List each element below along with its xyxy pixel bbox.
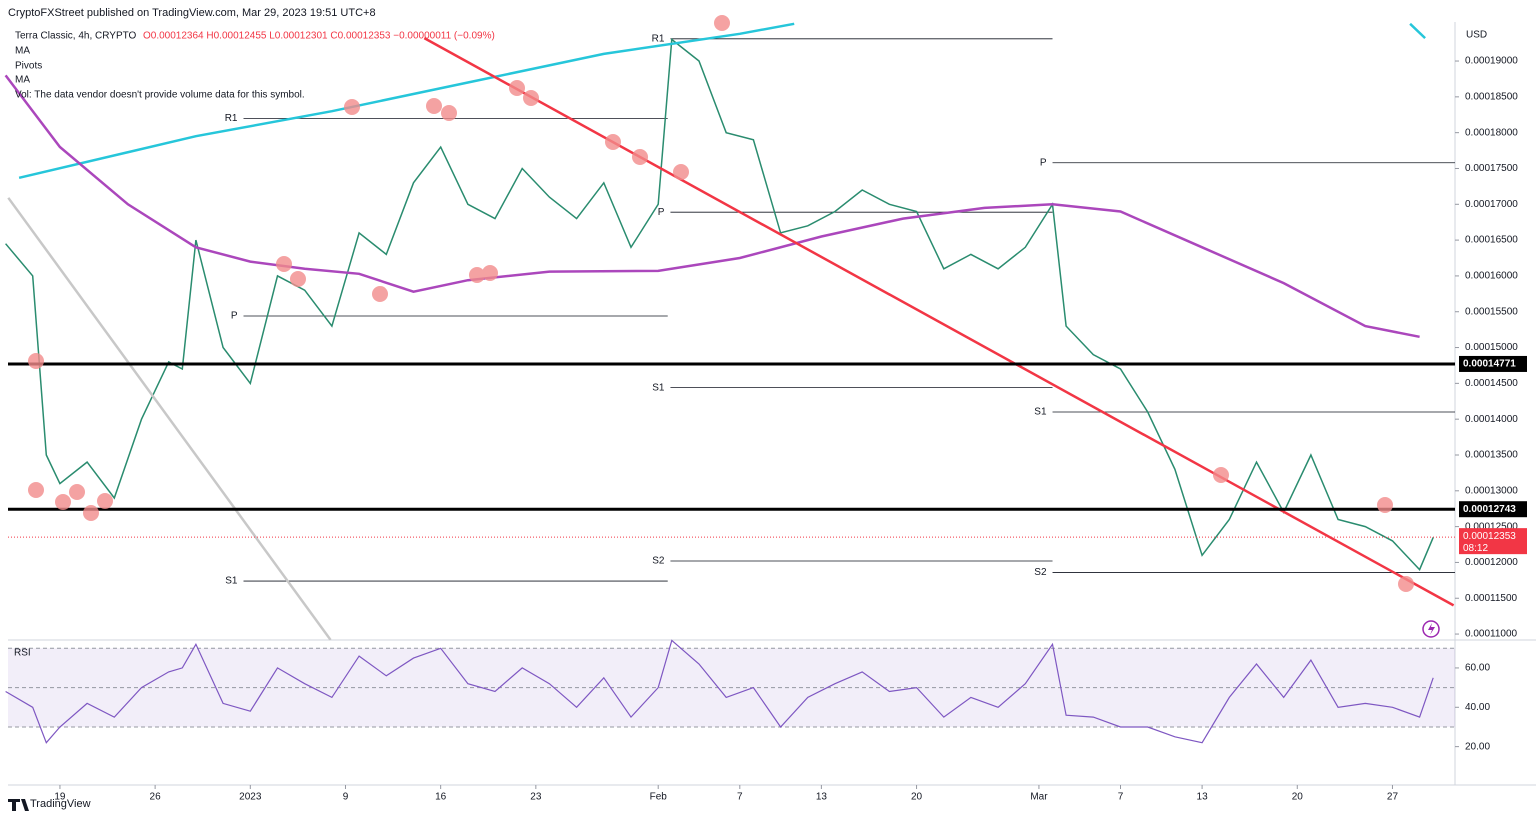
symbol-text: Terra Classic, 4h, CRYPTO [15, 31, 137, 42]
pivot-label: P [658, 207, 665, 218]
x-tick-label: 13 [1197, 792, 1209, 803]
x-tick-label: 19 [54, 792, 66, 803]
alert-icon-bolt [1428, 623, 1435, 635]
series-line [4, 74, 1420, 339]
rsi-tick-label: 40.00 [1465, 702, 1490, 713]
y-tick-label: 0.00017000 [1465, 199, 1518, 210]
y-tick-label: 0.00018000 [1465, 127, 1518, 138]
y-tick-label: 0.00014000 [1465, 414, 1518, 425]
circle [1377, 497, 1393, 513]
y-tick-label: 0.00013500 [1465, 450, 1518, 461]
y-tick-label: 0.00017500 [1465, 163, 1518, 174]
series-line [423, 37, 1455, 607]
x-tick-label: 20 [911, 792, 923, 803]
currency-label: USD [1466, 30, 1487, 41]
rsi-line [5, 639, 1434, 744]
rsi-tick-label: 60.00 [1465, 663, 1490, 674]
circle [673, 164, 689, 180]
y-tick-label: 0.00015500 [1465, 306, 1518, 317]
circle [97, 493, 113, 509]
x-tick-label: 2023 [239, 792, 262, 803]
circle [1398, 576, 1414, 592]
x-tick-label: 9 [343, 792, 349, 803]
y-tick-label: 0.00014500 [1465, 378, 1518, 389]
series-line [18, 22, 1426, 180]
y-tick-label: 0.00012000 [1465, 557, 1518, 568]
circle [28, 353, 44, 369]
y-tick-label: 0.00011500 [1465, 593, 1518, 604]
pivot-label: S1 [225, 576, 238, 587]
circle [55, 494, 71, 510]
series-line [5, 38, 1434, 571]
circle [714, 15, 730, 31]
pivot-label: S2 [1034, 567, 1047, 578]
x-tick-label: 13 [816, 792, 828, 803]
circle [605, 134, 621, 150]
x-tick-label: 27 [1387, 792, 1399, 803]
circle [509, 80, 525, 96]
circle [276, 256, 292, 272]
indicator-text: Pivots [15, 61, 42, 72]
circle [1213, 467, 1229, 483]
circle [426, 98, 442, 114]
y-tick-label: 0.00011000 [1465, 629, 1518, 640]
x-tick-label: 7 [737, 792, 743, 803]
circle [441, 105, 457, 121]
highlight-circles [28, 15, 1414, 592]
footer-text: TradingView [30, 798, 91, 810]
pivot-label: P [231, 311, 238, 322]
series-line [7, 197, 332, 641]
x-tick-label: Mar [1030, 792, 1048, 803]
circle [372, 286, 388, 302]
circle [83, 505, 99, 521]
x-tick-label: Feb [650, 792, 668, 803]
x-tick-label: 7 [1118, 792, 1124, 803]
level-label-box [1459, 501, 1527, 518]
x-tick-label: 16 [435, 792, 447, 803]
y-tick-label: 0.00015000 [1465, 342, 1518, 353]
circle [523, 90, 539, 106]
indicator-text: Vol: The data vendor doesn't provide vol… [15, 90, 305, 101]
last-price-box [1459, 528, 1527, 555]
y-tick-label: 0.00013000 [1465, 485, 1518, 496]
rsi-title: RSI [14, 648, 31, 659]
y-tick-label: 0.00012500 [1465, 521, 1518, 532]
circle [28, 482, 44, 498]
x-tick-label: 23 [530, 792, 542, 803]
circle [469, 267, 485, 283]
y-tick-label: 0.00016500 [1465, 235, 1518, 246]
level-label: 0.00012743 [1463, 504, 1516, 515]
alert-icon[interactable] [1422, 620, 1440, 638]
x-tick-label: 20 [1292, 792, 1304, 803]
y-tick-label: 0.00018500 [1465, 91, 1518, 102]
pivot-label: S1 [1034, 407, 1047, 418]
ohlc-text: O0.00012364 H0.00012455 L0.00012301 C0.0… [143, 31, 495, 42]
indicator-text: MA [15, 46, 30, 57]
y-tick-label: 0.00016000 [1465, 271, 1518, 282]
last-price-label: 0.00012353 [1463, 531, 1516, 542]
rsi-tick-label: 20.00 [1465, 741, 1490, 752]
circle [290, 271, 306, 287]
indicator-text: MA [15, 75, 30, 86]
published-text: CryptoFXStreet published on TradingView.… [8, 7, 376, 19]
pivot-label: S2 [652, 556, 665, 567]
pivot-label: P [1040, 157, 1047, 168]
logo [8, 799, 29, 811]
pivot-label: R1 [652, 33, 665, 44]
countdown-label: 08:12 [1463, 543, 1488, 554]
x-tick-label: 26 [150, 792, 162, 803]
circle [482, 265, 498, 281]
circle [69, 484, 85, 500]
level-label-box [1459, 355, 1527, 372]
pivot-label: R1 [225, 113, 238, 124]
level-label: 0.00014771 [1463, 359, 1516, 370]
y-tick-label: 0.00019000 [1465, 56, 1518, 67]
circle [632, 149, 648, 165]
plot-layer: 20.00 40.00 60.00 0.00011000 0.00011500 0.000… [4, 22, 1527, 803]
circle [344, 99, 360, 115]
pivot-label: S1 [652, 382, 665, 393]
